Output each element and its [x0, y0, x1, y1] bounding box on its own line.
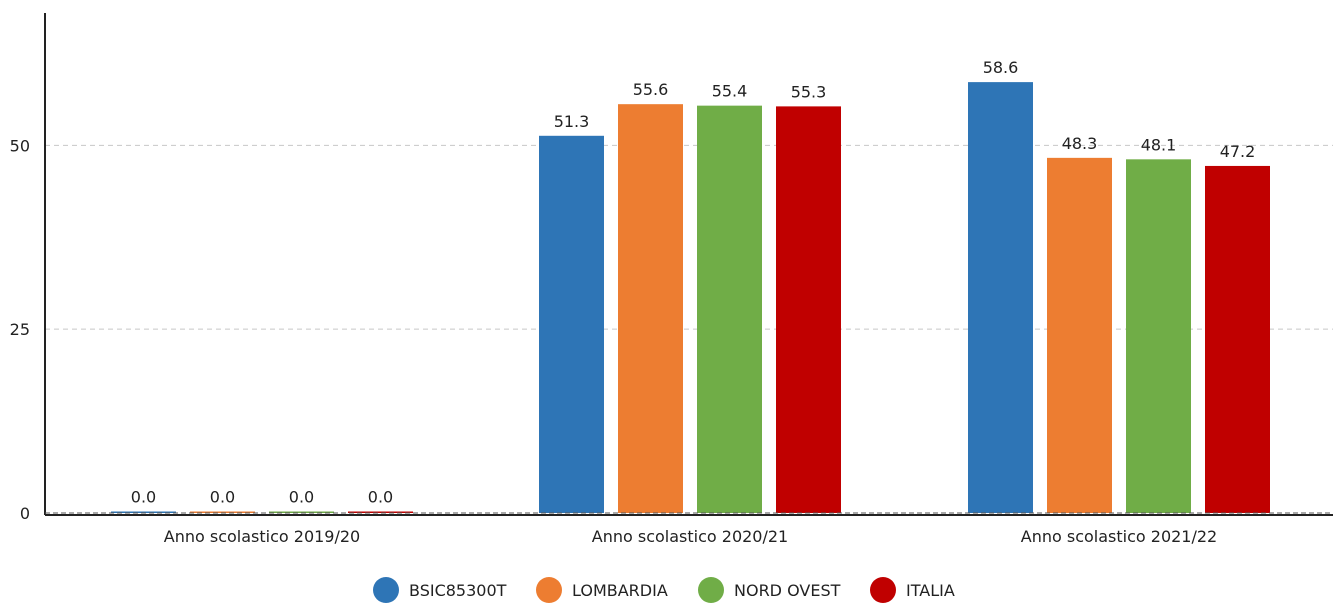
data-label: 0.0 [210, 488, 235, 507]
legend-label: NORD OVEST [734, 581, 841, 600]
bar-bsic85300t[interactable] [968, 82, 1033, 513]
legend-swatch [870, 577, 896, 603]
bar-italia[interactable] [348, 511, 413, 514]
legend-label: BSIC85300T [409, 581, 507, 600]
y-tick-label: 0 [20, 504, 30, 523]
legend-item-lombardia[interactable]: LOMBARDIA [536, 577, 668, 603]
data-label: 51.3 [554, 112, 590, 131]
gridlines [45, 144, 1333, 330]
x-category-label: Anno scolastico 2019/20 [164, 527, 360, 546]
axes: 0 25 50 Anno scolastico 2019/20 Anno scolast… [10, 13, 1333, 546]
data-label: 0.0 [131, 488, 156, 507]
legend: BSIC85300T LOMBARDIA NORD OVEST ITALIA [373, 577, 955, 603]
legend-swatch [373, 577, 399, 603]
bar-italia[interactable] [1205, 165, 1270, 514]
bar-nord-ovest[interactable] [269, 511, 334, 514]
data-label: 48.1 [1141, 135, 1177, 154]
bar-bsic85300t[interactable] [111, 511, 176, 514]
data-label: 58.6 [983, 58, 1019, 77]
bar-italia[interactable] [776, 106, 841, 513]
legend-swatch [536, 577, 562, 603]
legend-swatch [698, 577, 724, 603]
legend-item-nord-ovest[interactable]: NORD OVEST [698, 577, 841, 603]
bar-nord-ovest[interactable] [697, 105, 762, 513]
bar-bsic85300t[interactable] [539, 135, 604, 513]
data-labels: 0.0 51.3 58.6 0.0 55.6 48.3 0.0 55.4 48.1 0.0 55.3… [131, 58, 1256, 506]
legend-item-italia[interactable]: ITALIA [870, 577, 955, 603]
bar-nord-ovest[interactable] [1126, 159, 1191, 513]
y-tick-label: 50 [10, 136, 30, 155]
data-label: 55.6 [633, 80, 669, 99]
bar-lombardia[interactable] [190, 511, 255, 514]
data-label: 55.3 [791, 82, 827, 101]
legend-label: LOMBARDIA [572, 581, 668, 600]
data-label: 0.0 [289, 488, 314, 507]
data-label: 48.3 [1062, 134, 1098, 153]
y-tick-label: 25 [10, 320, 30, 339]
legend-item-bsic85300t[interactable]: BSIC85300T [373, 577, 507, 603]
bar-lombardia[interactable] [618, 104, 683, 514]
bars [111, 82, 1270, 514]
bar-lombardia[interactable] [1047, 157, 1112, 513]
data-label: 55.4 [712, 82, 748, 101]
legend-label: ITALIA [906, 581, 955, 600]
x-category-label: Anno scolastico 2020/21 [592, 527, 788, 546]
data-label: 47.2 [1220, 142, 1256, 161]
x-category-label: Anno scolastico 2021/22 [1021, 527, 1217, 546]
data-label: 0.0 [368, 488, 393, 507]
